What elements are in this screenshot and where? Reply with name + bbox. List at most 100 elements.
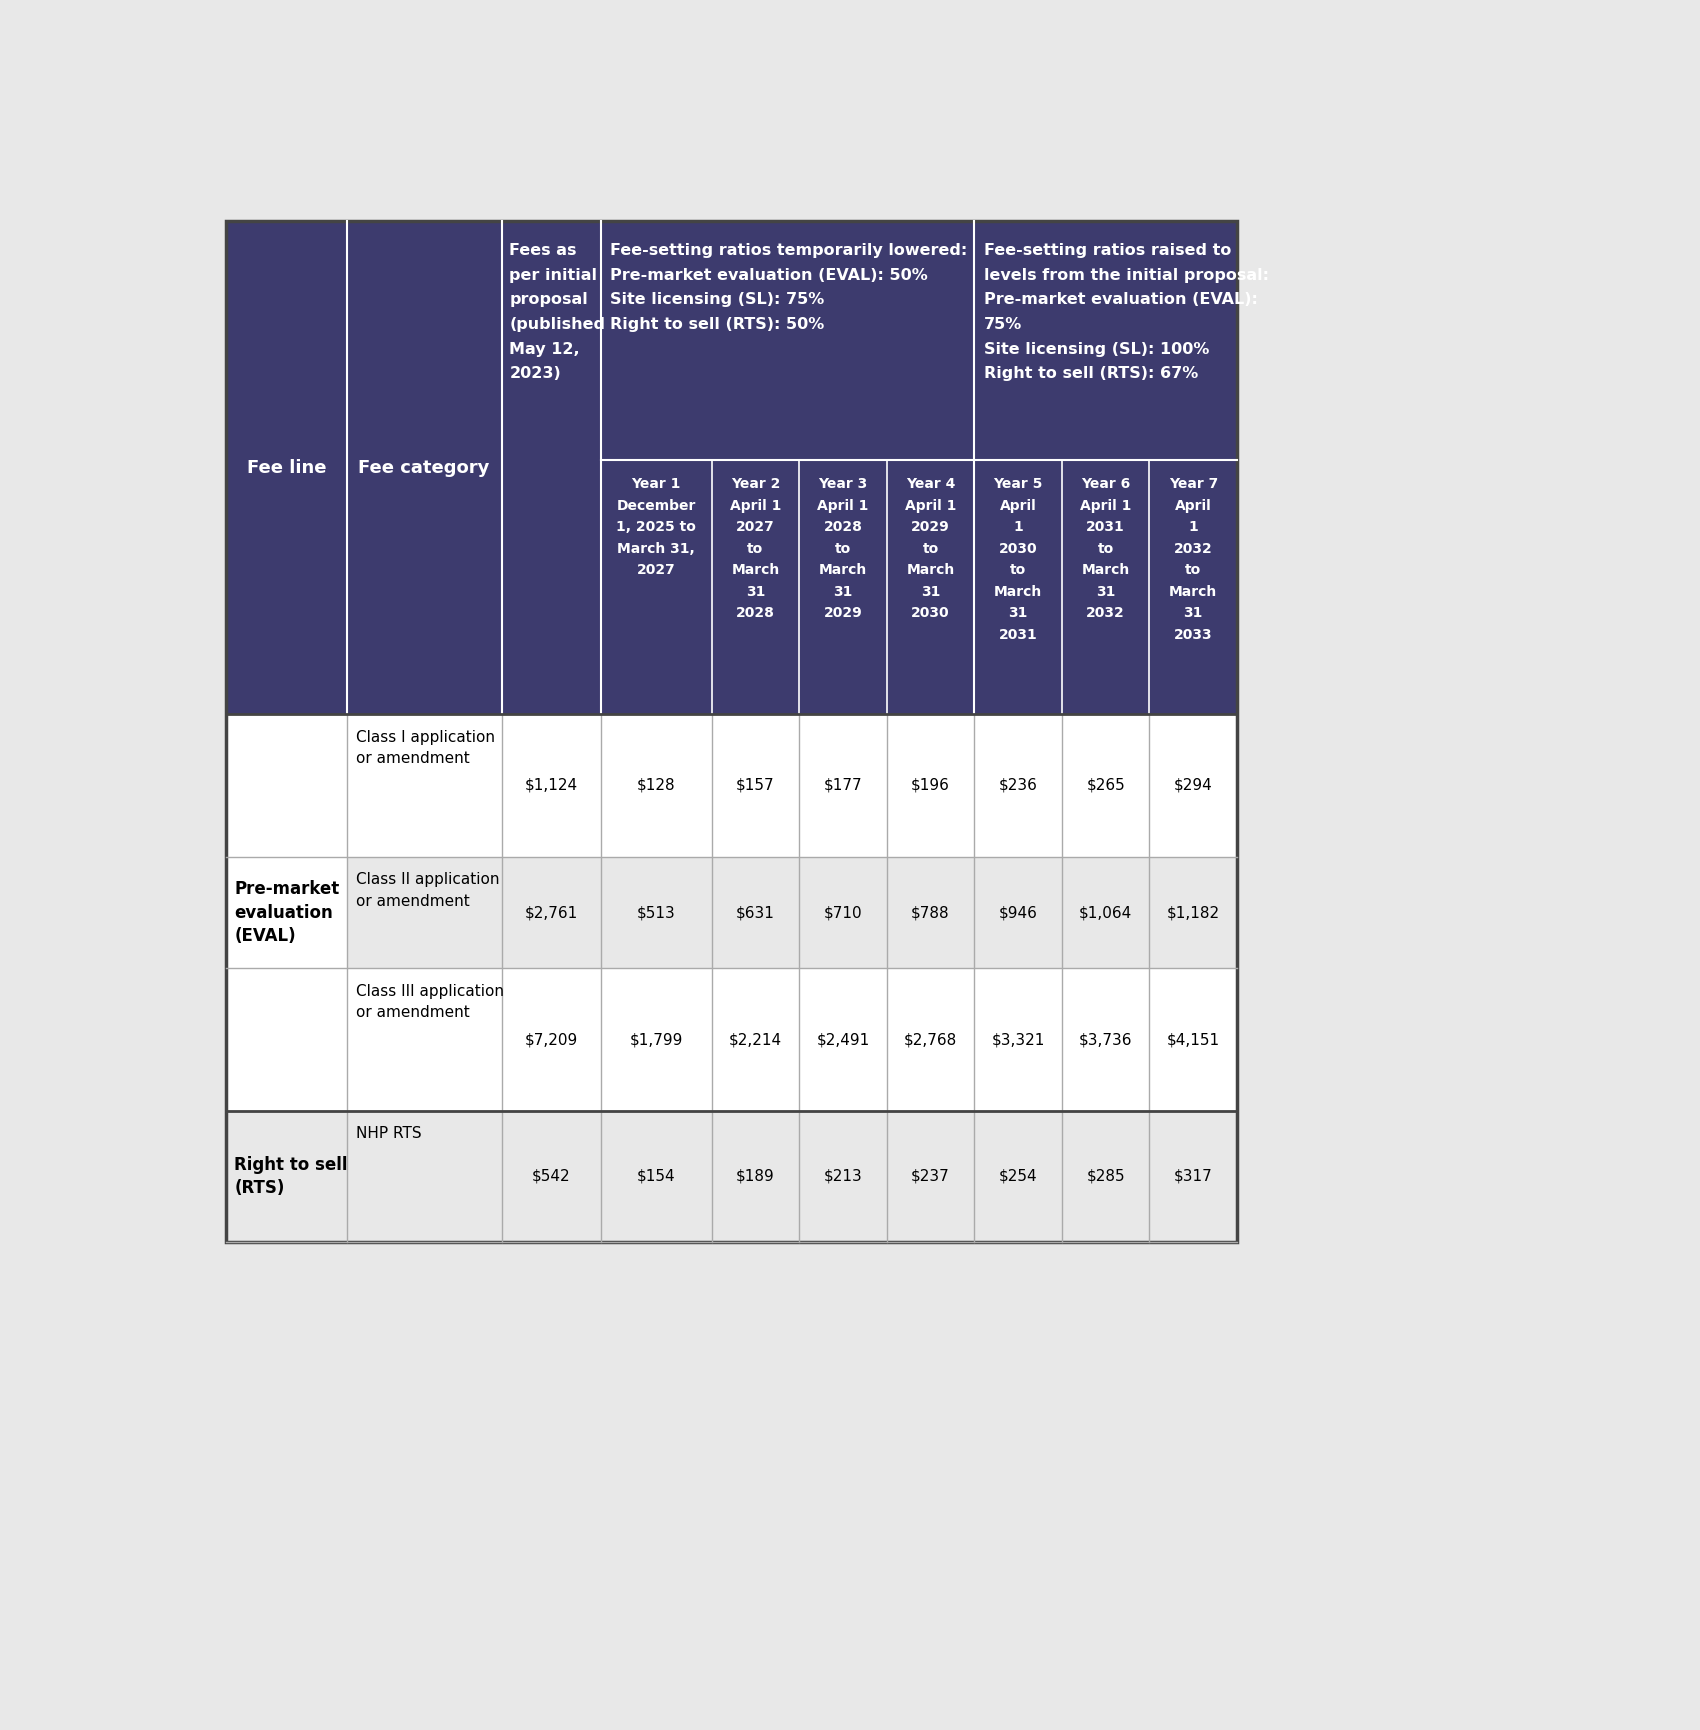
Text: 2027: 2027: [638, 564, 675, 578]
Bar: [1149, 856, 1238, 969]
Bar: [502, 460, 600, 714]
Text: $1,799: $1,799: [629, 1033, 683, 1047]
Text: $317: $317: [1175, 1169, 1212, 1183]
Text: or amendment: or amendment: [355, 894, 469, 908]
Bar: [226, 1111, 347, 1242]
Text: per initial: per initial: [510, 268, 597, 282]
Text: 31: 31: [1008, 607, 1028, 621]
Bar: [712, 460, 799, 714]
Bar: [226, 460, 347, 714]
Bar: [799, 856, 887, 969]
Text: 2031: 2031: [998, 628, 1037, 642]
Bar: [347, 460, 501, 714]
Text: Class II application: Class II application: [355, 872, 500, 887]
Text: $285: $285: [1086, 1169, 1125, 1183]
Text: $2,761: $2,761: [525, 905, 578, 920]
Text: 2023): 2023): [510, 367, 561, 381]
Text: May 12,: May 12,: [510, 341, 580, 356]
Text: to: to: [835, 541, 852, 555]
Text: $294: $294: [1175, 778, 1212, 792]
Bar: [974, 460, 1062, 714]
Text: $946: $946: [998, 905, 1037, 920]
Text: to: to: [1185, 564, 1202, 578]
Bar: [1149, 460, 1238, 714]
Text: Site licensing (SL): 100%: Site licensing (SL): 100%: [984, 341, 1209, 356]
Text: $1,064: $1,064: [1080, 905, 1132, 920]
Text: $236: $236: [998, 778, 1037, 792]
Text: $265: $265: [1086, 778, 1125, 792]
Text: Right to sell (RTS): 50%: Right to sell (RTS): 50%: [610, 317, 824, 332]
Bar: [887, 714, 974, 856]
Text: Pre-market: Pre-market: [235, 881, 340, 898]
Text: $189: $189: [736, 1169, 775, 1183]
Text: Class I application: Class I application: [355, 730, 495, 744]
Text: 2027: 2027: [736, 521, 775, 535]
Bar: [502, 1111, 600, 1242]
Text: March: March: [1081, 564, 1130, 578]
Text: Pre-market evaluation (EVAL): 50%: Pre-market evaluation (EVAL): 50%: [610, 268, 928, 282]
Text: (EVAL): (EVAL): [235, 927, 296, 945]
Text: 31: 31: [921, 585, 940, 599]
Text: Fee-setting ratios temporarily lowered:: Fee-setting ratios temporarily lowered:: [610, 242, 967, 258]
Text: 2030: 2030: [1000, 541, 1037, 555]
Text: $3,736: $3,736: [1080, 1033, 1132, 1047]
Text: $7,209: $7,209: [525, 1033, 578, 1047]
Text: $254: $254: [1000, 1169, 1037, 1183]
Bar: [712, 714, 799, 856]
Text: $157: $157: [736, 778, 775, 792]
Bar: [502, 221, 600, 460]
Text: or amendment: or amendment: [355, 1005, 469, 1021]
Bar: [887, 460, 974, 714]
Bar: [1062, 856, 1149, 969]
Text: Right to sell (RTS): 67%: Right to sell (RTS): 67%: [984, 367, 1198, 381]
Bar: [1062, 714, 1149, 856]
Text: 2032: 2032: [1175, 541, 1212, 555]
Bar: [712, 221, 799, 460]
Text: 2029: 2029: [823, 607, 862, 621]
Text: 1, 2025 to: 1, 2025 to: [615, 521, 695, 535]
Text: $631: $631: [736, 905, 775, 920]
Bar: [974, 714, 1062, 856]
Text: Fees as: Fees as: [510, 242, 576, 258]
Text: (RTS): (RTS): [235, 1178, 284, 1197]
Text: Class III application: Class III application: [355, 984, 503, 998]
Text: 2029: 2029: [911, 521, 950, 535]
Text: $542: $542: [532, 1169, 571, 1183]
Bar: [600, 969, 712, 1111]
Bar: [887, 856, 974, 969]
Text: proposal: proposal: [510, 292, 588, 308]
Bar: [1062, 221, 1149, 460]
Text: Year 7: Year 7: [1168, 477, 1217, 491]
Text: 31: 31: [1096, 585, 1115, 599]
Text: Fee line: Fee line: [246, 458, 326, 477]
Text: $196: $196: [911, 778, 950, 792]
Text: Year 1: Year 1: [631, 477, 682, 491]
Text: Fee-setting ratios raised to: Fee-setting ratios raised to: [984, 242, 1231, 258]
Bar: [347, 969, 501, 1111]
Text: March: March: [994, 585, 1042, 599]
Bar: [799, 1111, 887, 1242]
Bar: [974, 1111, 1062, 1242]
Text: $710: $710: [823, 905, 862, 920]
Text: 2028: 2028: [736, 607, 775, 621]
Text: December: December: [617, 498, 695, 512]
Text: 2032: 2032: [1086, 607, 1125, 621]
Text: $177: $177: [823, 778, 862, 792]
Bar: [974, 221, 1062, 460]
Text: April: April: [1175, 498, 1212, 512]
Text: $213: $213: [823, 1169, 862, 1183]
Text: Year 3: Year 3: [818, 477, 867, 491]
Bar: [347, 856, 501, 969]
Text: April: April: [1000, 498, 1037, 512]
Text: (published: (published: [510, 317, 605, 332]
Text: March: March: [1170, 585, 1217, 599]
Bar: [600, 460, 712, 714]
Text: April 1: April 1: [904, 498, 955, 512]
Text: $3,321: $3,321: [991, 1033, 1046, 1047]
Bar: [799, 460, 887, 714]
Bar: [712, 856, 799, 969]
Bar: [799, 969, 887, 1111]
Bar: [347, 221, 501, 460]
Text: Fee category: Fee category: [359, 458, 490, 477]
Bar: [799, 714, 887, 856]
